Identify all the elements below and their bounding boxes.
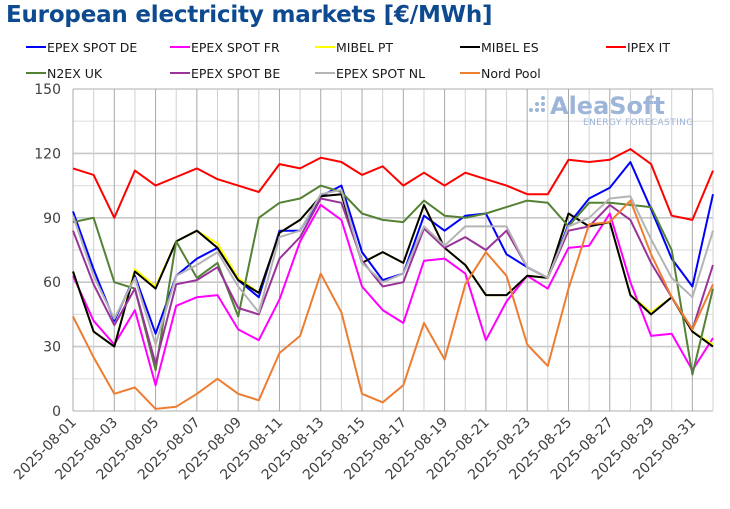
legend-item-epex-spot-fr: EPEX SPOT FR	[170, 40, 280, 55]
aleasoft-logo-dots-icon	[529, 96, 545, 112]
legend: EPEX SPOT DE EPEX SPOT FR MIBEL PT MIBEL ES…	[26, 40, 670, 81]
gridlines	[72, 88, 714, 412]
y-tick-label: 0	[52, 404, 61, 420]
series-line-epex-spot-be	[72, 197, 714, 365]
watermark-brand: AleaSoft	[550, 92, 665, 120]
legend-label: N2EX UK	[47, 66, 103, 81]
series-line-ipex-it	[72, 148, 714, 221]
y-tick-label: 150	[34, 82, 61, 98]
legend-item-mibel-es: MIBEL ES	[460, 40, 539, 55]
legend-label: MIBEL PT	[336, 40, 393, 55]
legend-label: MIBEL ES	[481, 40, 539, 55]
legend-item-epex-spot-de: EPEX SPOT DE	[26, 40, 137, 55]
legend-label: EPEX SPOT NL	[336, 66, 425, 81]
legend-label: Nord Pool	[481, 66, 541, 81]
legend-label: EPEX SPOT BE	[191, 66, 280, 81]
legend-label: EPEX SPOT DE	[47, 40, 137, 55]
legend-item-nord-pool: Nord Pool	[460, 66, 541, 81]
legend-label: IPEX IT	[627, 40, 670, 55]
series-lines	[72, 148, 714, 410]
chart-title: European electricity markets [€/MWh]	[6, 2, 493, 28]
legend-item-n2ex-uk: N2EX UK	[26, 66, 103, 81]
watermark-tagline: ENERGY FORECASTING	[583, 118, 694, 128]
y-axis-ticks: 0 30 60 90 120 150	[34, 82, 61, 420]
y-tick-label: 30	[43, 340, 61, 356]
y-tick-label: 60	[43, 275, 61, 291]
x-axis-ticks: 2025-08-012025-08-032025-08-052025-08-07…	[11, 415, 699, 484]
legend-item-ipex-it: IPEX IT	[606, 40, 670, 55]
aleasoft-watermark: AleaSoft ENERGY FORECASTING	[529, 92, 694, 128]
series-line-nord-pool	[72, 199, 714, 410]
y-tick-label: 120	[34, 146, 61, 162]
legend-item-mibel-pt: MIBEL PT	[315, 40, 393, 55]
legend-item-epex-spot-be: EPEX SPOT BE	[170, 66, 280, 81]
legend-label: EPEX SPOT FR	[191, 40, 280, 55]
series-line-epex-spot-fr	[72, 203, 714, 387]
legend-item-epex-spot-nl: EPEX SPOT NL	[315, 66, 425, 81]
series-line-epex-spot-nl	[72, 188, 714, 346]
y-tick-label: 90	[43, 211, 61, 227]
